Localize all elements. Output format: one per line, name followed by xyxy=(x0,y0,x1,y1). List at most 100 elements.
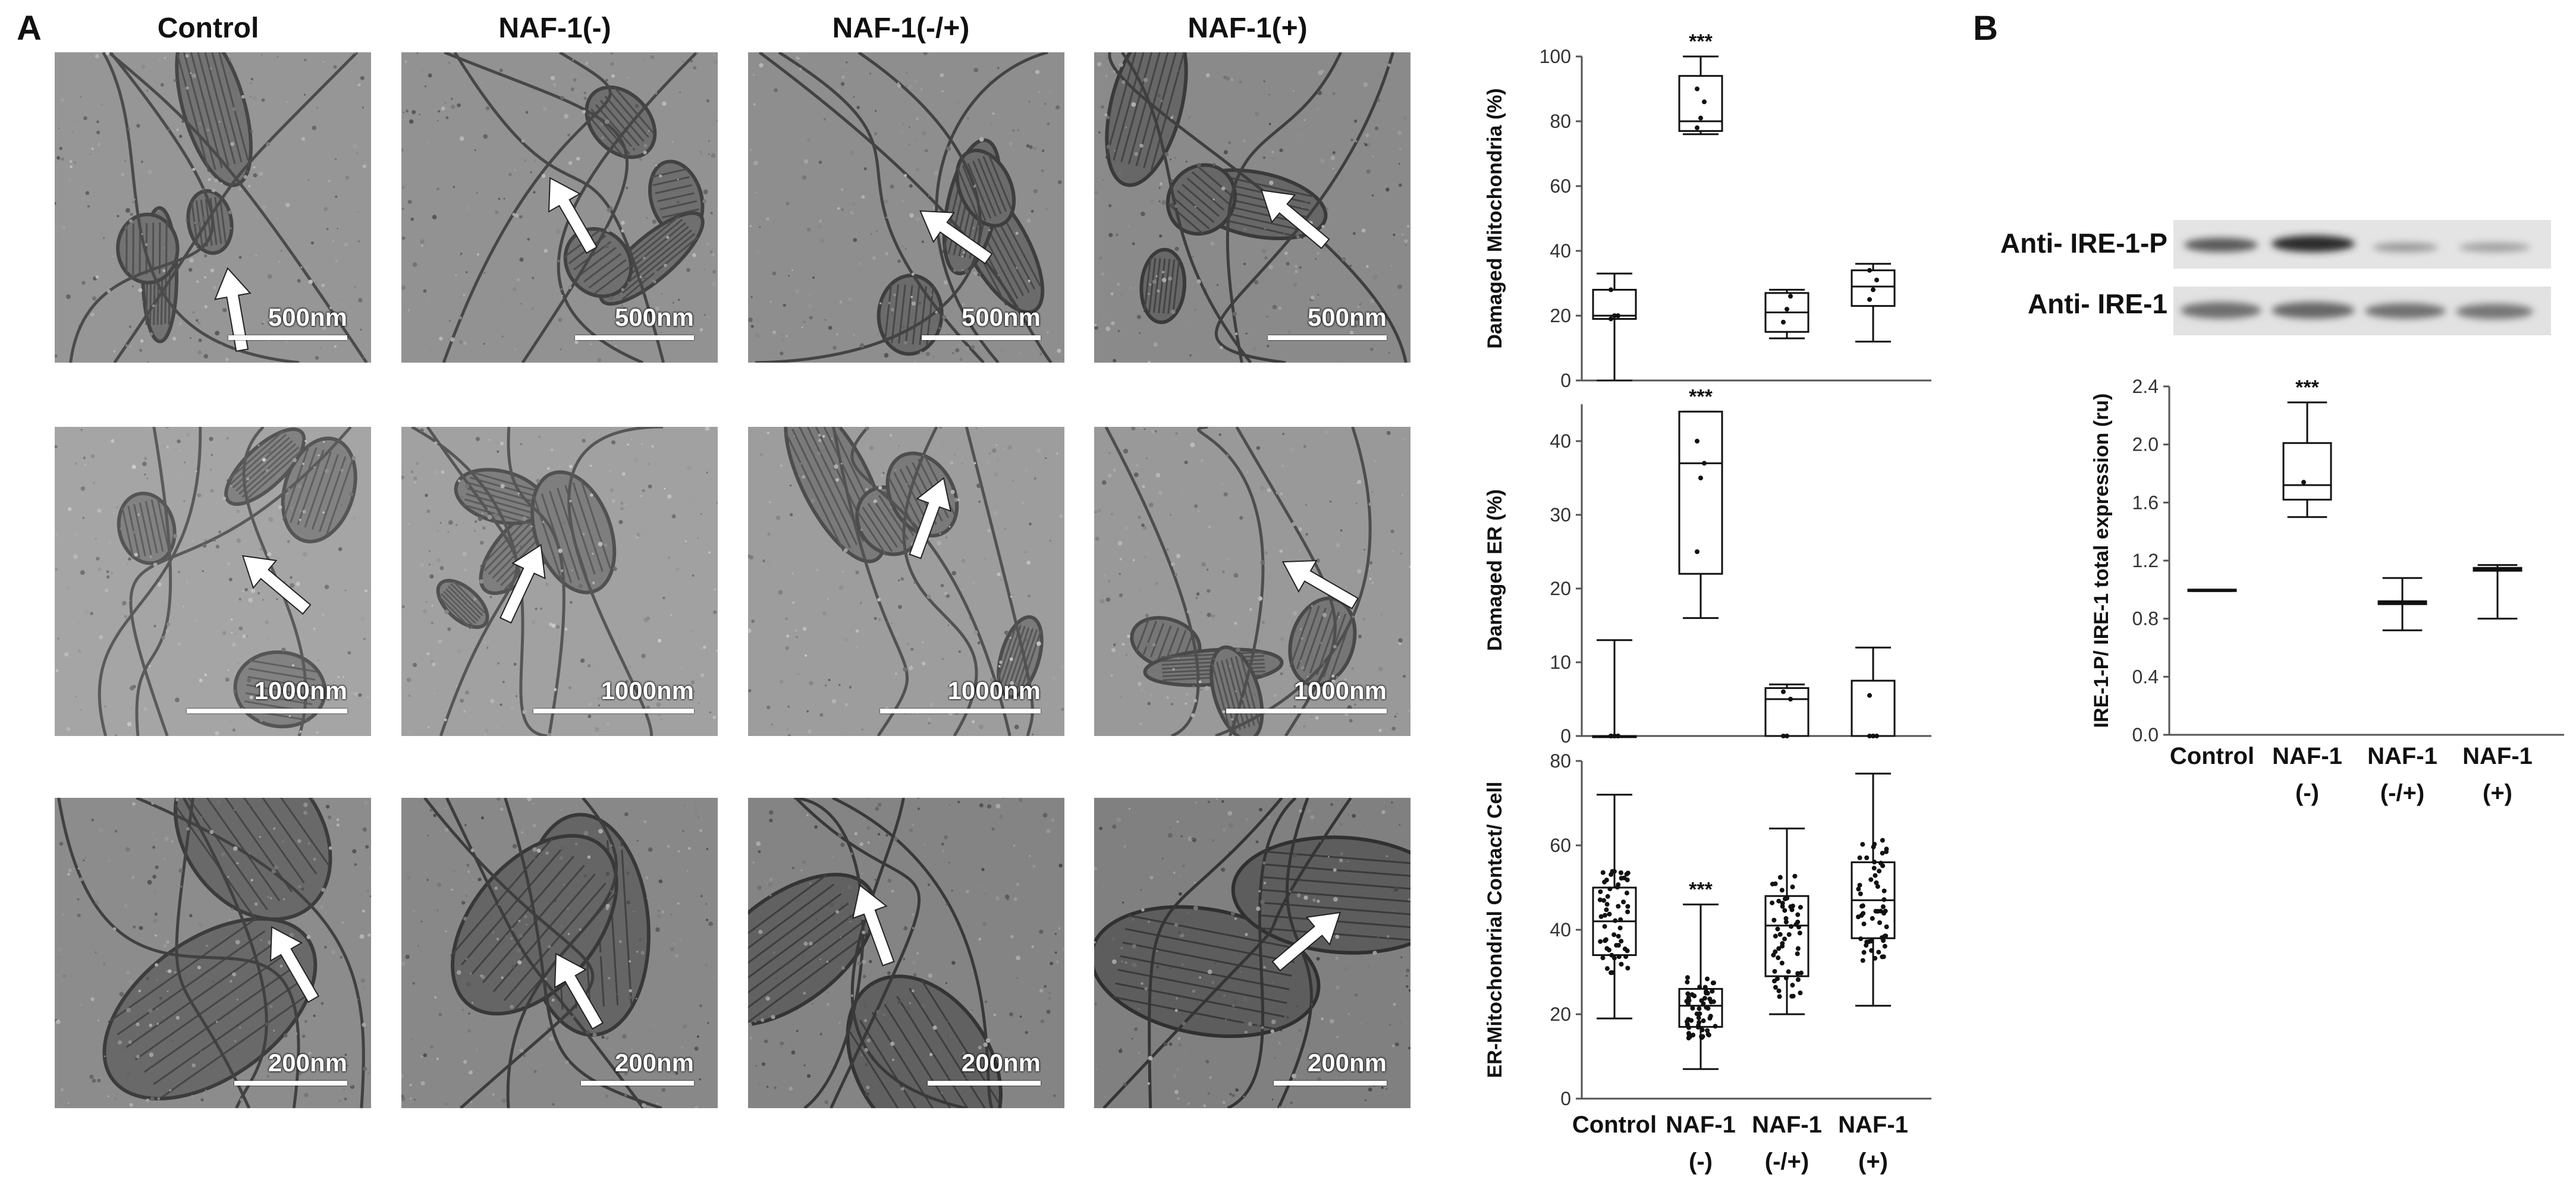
data-point xyxy=(1713,1024,1718,1029)
data-point xyxy=(1864,943,1869,948)
category-label: (-/+) xyxy=(2380,780,2424,806)
box-iqr xyxy=(1678,410,1723,575)
box xyxy=(2473,564,2522,620)
scale-bar xyxy=(228,335,347,340)
scale-bar-label: 1000nm xyxy=(947,677,1041,704)
arrow-marker xyxy=(852,884,895,967)
data-point xyxy=(1883,933,1889,939)
significance-marker: *** xyxy=(2295,376,2319,399)
data-point xyxy=(1616,734,1620,738)
scale-bar xyxy=(187,709,347,713)
panel-a-letter: A xyxy=(17,9,42,48)
data-point xyxy=(1777,875,1783,880)
data-point xyxy=(1873,955,1878,961)
data-point xyxy=(1877,869,1882,874)
box xyxy=(1678,410,1723,619)
data-point xyxy=(1782,936,1788,942)
data-point xyxy=(1881,954,1886,960)
category-label: (-) xyxy=(2295,780,2319,806)
data-point xyxy=(1874,734,1879,738)
data-point xyxy=(1624,891,1629,896)
micrograph-tile: 500nm xyxy=(748,52,1064,363)
box-iqr xyxy=(1851,680,1896,737)
data-point xyxy=(1695,549,1699,554)
data-point xyxy=(1785,307,1789,312)
data-point xyxy=(1710,989,1715,994)
scale-bar-label: 1000nm xyxy=(254,677,347,704)
micrograph-image xyxy=(748,798,1064,1108)
data-point xyxy=(1692,993,1697,999)
scale-bar-label: 200nm xyxy=(1307,1049,1387,1077)
data-point xyxy=(1697,1020,1702,1025)
scale-bar xyxy=(1268,335,1387,340)
micrograph-tile: 1000nm xyxy=(401,427,718,736)
data-point xyxy=(1699,1027,1705,1033)
band-ire1-naf1-minus xyxy=(2272,302,2355,319)
data-point xyxy=(1781,689,1786,694)
data-point xyxy=(1695,439,1699,443)
data-point xyxy=(1695,1024,1701,1030)
data-point xyxy=(1867,268,1872,273)
micrograph-tile: 500nm xyxy=(1094,52,1410,363)
band-ire1-control xyxy=(2181,302,2261,319)
y-tick-label: 0.0 xyxy=(2132,724,2159,746)
data-point xyxy=(1702,984,1708,990)
data-point xyxy=(1690,1005,1695,1011)
data-point xyxy=(1881,911,1887,916)
scale-bar xyxy=(581,1081,694,1086)
y-tick-label: 0 xyxy=(1560,1088,1571,1109)
data-point xyxy=(1695,125,1699,130)
data-point xyxy=(1622,946,1628,952)
data-point xyxy=(1773,933,1778,939)
category-label: NAF-1 xyxy=(1838,1112,1908,1138)
data-point xyxy=(1607,886,1613,892)
column-header-naf1-minus-plus: NAF-1(-/+) xyxy=(832,12,970,44)
micrograph-image xyxy=(748,52,1064,363)
data-point xyxy=(1609,287,1613,292)
data-point xyxy=(1616,904,1621,909)
data-point xyxy=(1605,894,1610,899)
data-point xyxy=(1685,1022,1690,1027)
micrograph-image xyxy=(55,427,371,736)
y-tick-label: 40 xyxy=(1550,430,1571,452)
data-point xyxy=(1781,734,1786,738)
data-point xyxy=(1625,909,1631,914)
data-point xyxy=(1603,938,1608,943)
data-point xyxy=(1877,920,1882,926)
micrograph-image xyxy=(748,427,1064,736)
data-point xyxy=(1704,1005,1709,1010)
data-point xyxy=(1775,926,1780,932)
data-point xyxy=(1619,961,1624,967)
data-point xyxy=(1686,1033,1692,1038)
data-point xyxy=(1857,855,1862,860)
data-point xyxy=(1859,904,1865,909)
blot-label-ire1: Anti- IRE-1 xyxy=(2027,288,2167,319)
data-point xyxy=(1603,913,1608,918)
data-point xyxy=(1795,977,1801,982)
category-label: Control xyxy=(1572,1112,1657,1138)
data-point xyxy=(1874,278,1879,283)
arrow-marker xyxy=(554,952,604,1030)
band-ire1-p-naf1-minus-plus xyxy=(2373,243,2438,252)
data-point xyxy=(1697,984,1702,990)
y-axis-label: Damaged Mitochondria (%) xyxy=(1484,88,1506,348)
data-point xyxy=(1695,86,1699,92)
y-tick-label: 0 xyxy=(1560,370,1571,391)
data-point xyxy=(1881,897,1887,902)
data-point xyxy=(1609,952,1614,958)
data-point xyxy=(1619,939,1624,944)
data-point xyxy=(1697,1011,1702,1017)
data-point xyxy=(1786,969,1791,974)
data-point xyxy=(1612,313,1617,318)
arrow-marker xyxy=(269,926,320,1003)
data-point xyxy=(1623,954,1629,960)
y-tick-label: 40 xyxy=(1550,240,1571,262)
data-point xyxy=(1614,885,1620,890)
data-point xyxy=(1698,476,1703,480)
scale-bar xyxy=(234,1081,347,1086)
data-point xyxy=(1710,980,1716,986)
category-label: (-) xyxy=(1689,1149,1713,1175)
data-point xyxy=(1869,938,1874,943)
micrograph-tile: 500nm xyxy=(55,52,371,363)
scale-bar-label: 500nm xyxy=(1307,303,1387,331)
